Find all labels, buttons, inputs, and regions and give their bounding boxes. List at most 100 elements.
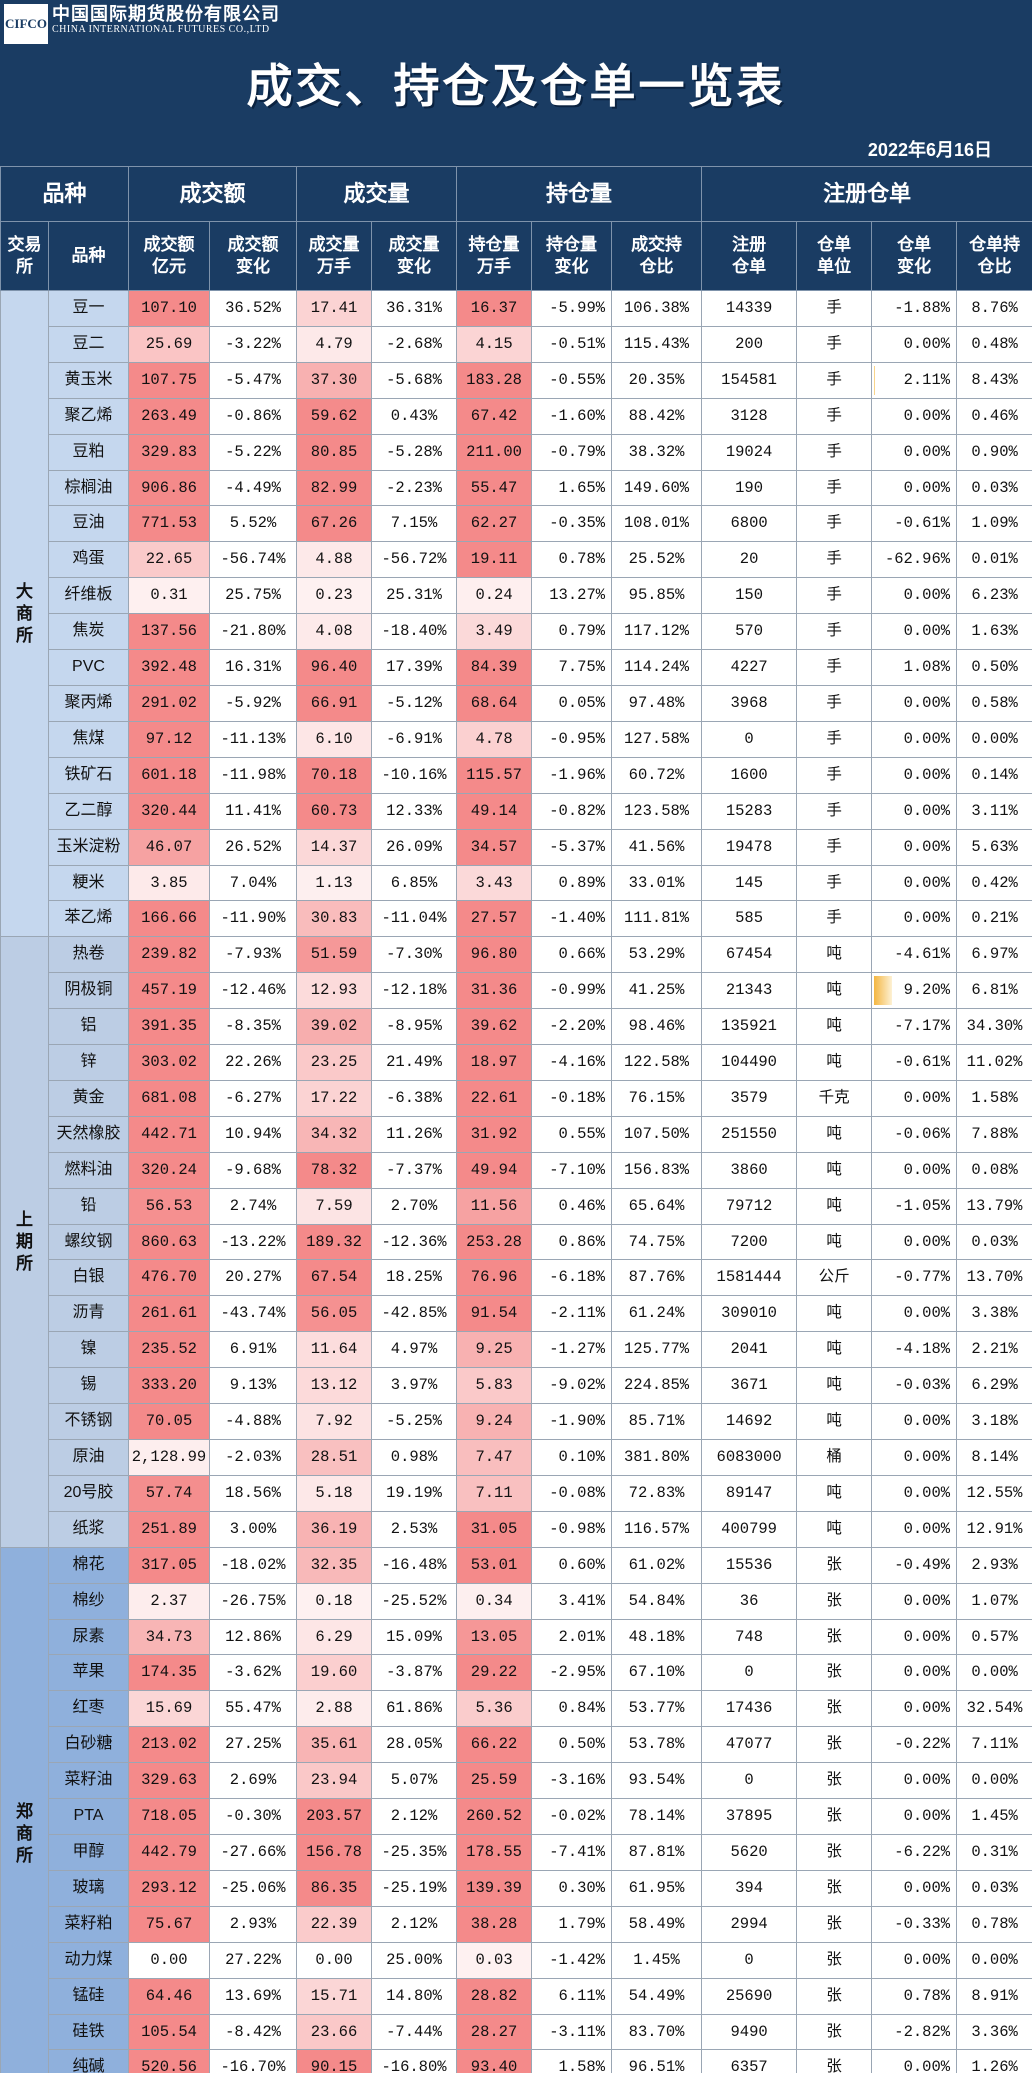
table-row: 豆二 25.69 -3.22% 4.79 -2.68% 4.15 -0.51% 115.43%…: [1, 325, 1032, 363]
value-cell: 96.51%: [611, 2049, 703, 2073]
value-cell: -8.95%: [371, 1008, 458, 1046]
value-cell: 748: [701, 1618, 798, 1656]
ratio-value: -0.98%: [549, 1519, 606, 1538]
change-cell: 91.54: [456, 1295, 533, 1333]
column-header: 成交持 仓比: [611, 221, 703, 291]
change-cell: 13.05: [456, 1618, 533, 1656]
change-cell: 7.59: [296, 1187, 373, 1225]
company-name-en: CHINA INTERNATIONAL FUTURES CO.,LTD: [52, 24, 270, 35]
value-cell: 7200: [701, 1223, 798, 1261]
ratio-value: 0.00%: [903, 622, 951, 641]
change-cell: 601.18: [128, 756, 211, 794]
value-cell: 13.70%: [956, 1259, 1032, 1297]
commodity-name: 菜籽粕: [47, 1905, 130, 1943]
value-cell: 0.00%: [956, 1762, 1032, 1800]
ratio-value: -2.95%: [549, 1663, 606, 1682]
ratio-value: -1.96%: [549, 765, 606, 784]
ratio-value: 0.00%: [903, 1950, 951, 1969]
value-cell: 9490: [701, 2013, 798, 2051]
value-cell: 14.80%: [371, 1977, 458, 2015]
table-row: 焦炭 137.56 -21.80% 4.08 -18.40% 3.49 0.79% 117.1…: [1, 613, 1032, 651]
commodity-name: 硅铁: [47, 2013, 130, 2051]
value-cell: 106.38%: [611, 290, 703, 327]
table-row: 不锈钢 70.05 -4.88% 7.92 -5.25% 9.24 -1.90% 85.71%…: [1, 1403, 1032, 1440]
ratio-value: 1.79%: [558, 1914, 606, 1933]
ratio-cell: 0.00%: [871, 900, 958, 938]
value-cell: 190: [701, 469, 798, 507]
ratio-cell: 0.00%: [871, 720, 958, 758]
ratio-cell: 0.00%: [871, 577, 958, 615]
ratio-cell: -2.82%: [871, 2013, 958, 2051]
value-cell: 0: [701, 1762, 798, 1800]
value-cell: 18.25%: [371, 1259, 458, 1297]
value-cell: 47077: [701, 1726, 798, 1764]
ratio-value: -0.82%: [549, 801, 606, 820]
change-cell: 906.86: [128, 469, 211, 507]
table-row: 豆油 771.53 5.52% 67.26 7.15% 62.27 -0.35% 108.01…: [1, 505, 1032, 543]
value-cell: 122.58%: [611, 1044, 703, 1081]
commodity-name: 铝: [47, 1008, 130, 1046]
commodity-name: 粳米: [47, 864, 130, 902]
commodity-name: 豆粕: [47, 433, 130, 471]
change-cell: 718.05: [128, 1798, 211, 1835]
change-cell: 90.15: [296, 2049, 373, 2073]
value-cell: 25.75%: [209, 577, 298, 615]
change-cell: 293.12: [128, 1869, 211, 1907]
table-row: 棉纱 2.37 -26.75% 0.18 -25.52% 0.34 3.41% 54.84% 3…: [1, 1582, 1032, 1620]
value-cell: 0.90%: [956, 433, 1032, 471]
change-cell: 329.83: [128, 433, 211, 471]
value-cell: 111.81%: [611, 900, 703, 938]
table-row: 聚乙烯 263.49 -0.86% 59.62 0.43% 67.42 -1.60% 88.4…: [1, 397, 1032, 435]
commodity-name: 螺纹钢: [47, 1223, 130, 1261]
change-cell: 19.60: [296, 1654, 373, 1692]
commodity-name: 锌: [47, 1044, 130, 1081]
value-cell: -7.44%: [371, 2013, 458, 2051]
value-cell: 104490: [701, 1044, 798, 1081]
commodity-name: 铁矿石: [47, 756, 130, 794]
change-cell: 476.70: [128, 1259, 211, 1297]
change-cell: 4.88: [296, 541, 373, 579]
change-cell: 105.54: [128, 2013, 211, 2051]
change-cell: 239.82: [128, 936, 211, 974]
change-cell: 4.08: [296, 613, 373, 651]
change-cell: 30.83: [296, 900, 373, 938]
ratio-value: 0.00%: [903, 1627, 951, 1646]
value-cell: 12.86%: [209, 1618, 298, 1656]
ratio-value: 0.00%: [903, 729, 951, 748]
column-header: 品种: [47, 221, 130, 291]
change-cell: 16.37: [456, 290, 533, 327]
value-cell: 3.97%: [371, 1367, 458, 1405]
value-cell: -7.30%: [371, 936, 458, 974]
value-cell: 0.03%: [956, 1869, 1032, 1907]
change-cell: 19.11: [456, 541, 533, 579]
ratio-value: -0.02%: [549, 1807, 606, 1826]
ratio-value: -1.05%: [894, 1196, 951, 1215]
change-cell: 张: [796, 1833, 873, 1871]
change-cell: 70.05: [128, 1403, 211, 1440]
value-cell: 13.79%: [956, 1187, 1032, 1225]
change-cell: 59.62: [296, 397, 373, 435]
change-cell: 2.88: [296, 1690, 373, 1728]
group-header: 成交额: [128, 166, 298, 222]
value-cell: 135921: [701, 1008, 798, 1046]
change-cell: 11.56: [456, 1187, 533, 1225]
ratio-cell: 13.27%: [531, 577, 613, 615]
table-row: 大商所豆一 107.10 36.52% 17.41 36.31% 16.37 -5.99% 1…: [0, 289, 1032, 938]
change-cell: 860.63: [128, 1223, 211, 1261]
change-cell: 31.36: [456, 972, 533, 1010]
change-cell: 80.85: [296, 433, 373, 471]
change-cell: 28.27: [456, 2013, 533, 2051]
value-cell: 7.88%: [956, 1115, 1032, 1153]
value-cell: 4.97%: [371, 1331, 458, 1369]
change-cell: 76.96: [456, 1259, 533, 1297]
value-cell: 95.85%: [611, 577, 703, 615]
change-cell: 17.22: [296, 1079, 373, 1117]
change-cell: 137.56: [128, 613, 211, 651]
value-cell: -5.47%: [209, 361, 298, 399]
ratio-cell: -1.96%: [531, 756, 613, 794]
value-cell: -5.12%: [371, 684, 458, 722]
change-cell: 320.44: [128, 792, 211, 830]
ratio-cell: -0.61%: [871, 505, 958, 543]
value-cell: 34.30%: [956, 1008, 1032, 1046]
table-row: 锰硅 64.46 13.69% 15.71 14.80% 28.82 6.11% 54.49%…: [1, 1977, 1032, 2015]
